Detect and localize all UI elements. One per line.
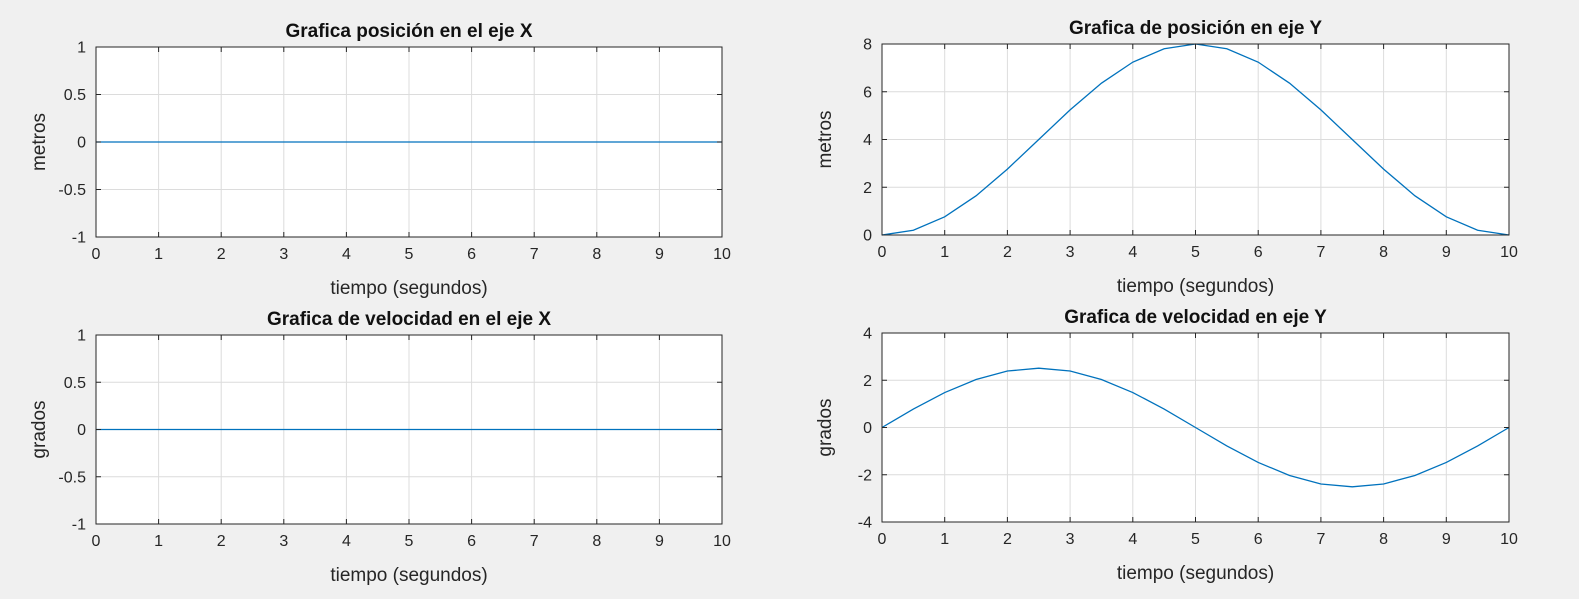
x-tick-label: 3: [1066, 244, 1075, 261]
y-tick-label: -4: [858, 515, 872, 532]
x-tick-label: 7: [530, 533, 539, 550]
x-tick-label: 7: [1316, 531, 1325, 548]
x-axis-label: tiempo (segundos): [1117, 563, 1274, 584]
x-tick-label: 10: [713, 533, 731, 550]
y-tick-label: 0: [863, 420, 872, 437]
y-axis-label: metros: [815, 110, 836, 168]
x-tick-label: 3: [279, 246, 288, 263]
x-tick-label: 0: [878, 531, 887, 548]
x-tick-label: 4: [1128, 244, 1137, 261]
x-tick-label: 7: [1316, 244, 1325, 261]
x-tick-label: 9: [655, 533, 664, 550]
y-axis-label: grados: [815, 398, 836, 456]
x-axis-label: tiempo (segundos): [330, 278, 487, 299]
x-tick-label: 0: [92, 533, 101, 550]
x-axis-label: tiempo (segundos): [1117, 276, 1274, 297]
chart-title: Grafica de velocidad en eje Y: [1064, 307, 1327, 328]
y-tick-label: 1: [77, 40, 86, 57]
chart-title: Grafica de posición en eje Y: [1069, 18, 1322, 39]
y-tick-label: 6: [863, 84, 872, 101]
x-tick-label: 4: [1128, 531, 1137, 548]
y-tick-label: 4: [863, 132, 872, 149]
chart-title: Grafica de velocidad en el eje X: [267, 309, 551, 330]
x-tick-label: 6: [1254, 531, 1263, 548]
y-tick-label: 1: [77, 328, 86, 345]
x-tick-label: 3: [279, 533, 288, 550]
x-tick-label: 1: [940, 531, 949, 548]
y-tick-label: 0: [863, 228, 872, 245]
y-tick-label: 0: [77, 422, 86, 439]
x-tick-label: 2: [217, 533, 226, 550]
y-tick-label: 0.5: [64, 87, 86, 104]
y-tick-label: 0.5: [64, 375, 86, 392]
x-tick-label: 6: [467, 533, 476, 550]
y-tick-label: -0.5: [58, 469, 86, 486]
x-tick-label: 7: [530, 246, 539, 263]
subplot-position-x: 0 1 2 3 4 5 6 7 8 9 10 -1 -0.5 0 0.5 1 Grafica posición …: [29, 21, 731, 299]
x-axis-label: tiempo (segundos): [330, 565, 487, 586]
x-tick-label: 4: [342, 246, 351, 263]
x-tick-label: 10: [1500, 244, 1518, 261]
x-tick-label: 9: [655, 246, 664, 263]
y-tick-label: 4: [863, 326, 872, 343]
x-tick-label: 8: [592, 533, 601, 550]
y-tick-label: 2: [863, 180, 872, 197]
x-tick-label: 10: [713, 246, 731, 263]
x-tick-label: 1: [154, 246, 163, 263]
y-tick-label: 2: [863, 373, 872, 390]
x-tick-label: 5: [1191, 531, 1200, 548]
y-tick-label: 8: [863, 37, 872, 54]
x-tick-label: 2: [217, 246, 226, 263]
x-tick-label: 2: [1003, 531, 1012, 548]
x-tick-label: 6: [1254, 244, 1263, 261]
x-tick-label: 8: [1379, 244, 1388, 261]
chart-title: Grafica posición en el eje X: [285, 21, 532, 42]
x-tick-label: 3: [1066, 531, 1075, 548]
x-tick-label: 1: [154, 533, 163, 550]
subplot-velocity-x: 0 1 2 3 4 5 6 7 8 9 10 -1 -0.5 0 0.5 1 Grafica de veloci…: [29, 309, 731, 586]
x-tick-label: 10: [1500, 531, 1518, 548]
y-tick-label: -1: [72, 517, 86, 534]
y-tick-label: -1: [72, 230, 86, 247]
x-tick-label: 5: [405, 533, 414, 550]
series-line: [881, 367, 1510, 488]
x-tick-label: 9: [1442, 531, 1451, 548]
x-tick-label: 8: [1379, 531, 1388, 548]
y-axis-label: metros: [29, 113, 50, 171]
x-tick-label: 6: [467, 246, 476, 263]
subplot-velocity-y: 0 1 2 3 4 5 6 7 8 9 10 -4 -2 0 2 4 Grafica de velocidad …: [815, 307, 1518, 584]
x-tick-label: 0: [878, 244, 887, 261]
y-tick-label: 0: [77, 135, 86, 152]
y-tick-label: -0.5: [58, 182, 86, 199]
x-tick-label: 8: [592, 246, 601, 263]
y-tick-label: -2: [858, 467, 872, 484]
x-tick-label: 0: [92, 246, 101, 263]
x-tick-label: 2: [1003, 244, 1012, 261]
x-tick-label: 9: [1442, 244, 1451, 261]
x-tick-label: 1: [940, 244, 949, 261]
x-tick-label: 4: [342, 533, 351, 550]
x-tick-label: 5: [1191, 244, 1200, 261]
x-tick-label: 5: [405, 246, 414, 263]
subplot-position-y: 0 1 2 3 4 5 6 7 8 9 10 0 2 4 6 8 Grafica de posición en …: [815, 18, 1518, 297]
y-axis-label: grados: [29, 400, 50, 458]
